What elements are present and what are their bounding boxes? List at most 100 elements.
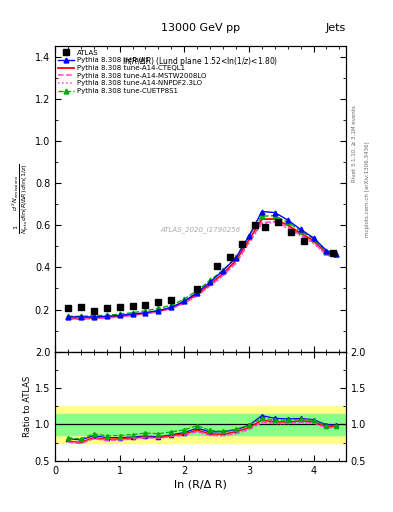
Pythia 8.308 tune-A14-NNPDF2.3LO [182,300,187,306]
ATLAS [263,224,267,230]
Pythia 8.308 tune-A14-CTEQL1 [298,230,303,237]
Pythia 8.308 tune-A14-MSTW2008LO [105,315,109,321]
Pythia 8.308 tune-A14-MSTW2008LO [66,316,70,322]
Pythia 8.308 tune-A14-MSTW2008LO [117,314,122,320]
Pythia 8.308 default [169,304,174,310]
Pythia 8.308 tune-A14-CTEQL1 [311,238,316,244]
Pythia 8.308 tune-A14-MSTW2008LO [272,218,277,224]
X-axis label: ln (R/Δ R): ln (R/Δ R) [174,480,227,490]
ATLAS [214,263,219,269]
ATLAS [143,302,148,308]
ATLAS [275,219,280,225]
Text: $\ln(R/\Delta R)$ (Lund plane 1.52<$\ln(1/z)$<1.80): $\ln(R/\Delta R)$ (Lund plane 1.52<$\ln(… [122,55,279,68]
Line: Pythia 8.308 tune-A14-CTEQL1: Pythia 8.308 tune-A14-CTEQL1 [68,219,336,318]
Pythia 8.308 default [117,312,122,318]
Pythia 8.308 tune-A14-CTEQL1 [105,314,109,321]
Pythia 8.308 default [208,279,213,285]
Legend: ATLAS, Pythia 8.308 default, Pythia 8.308 tune-A14-CTEQL1, Pythia 8.308 tune-A14: ATLAS, Pythia 8.308 default, Pythia 8.30… [57,48,208,96]
Pythia 8.308 default [334,250,338,257]
Pythia 8.308 default [324,247,329,253]
Pythia 8.308 tune-A14-NNPDF2.3LO [208,283,213,289]
Pythia 8.308 tune-CUETP8S1 [105,312,109,318]
Pythia 8.308 tune-A14-CTEQL1 [246,237,251,243]
Pythia 8.308 tune-A14-NNPDF2.3LO [169,306,174,312]
ATLAS [66,305,70,311]
Pythia 8.308 tune-A14-MSTW2008LO [143,311,148,317]
Pythia 8.308 tune-A14-NNPDF2.3LO [334,254,338,260]
Pythia 8.308 tune-A14-NNPDF2.3LO [285,225,290,231]
Pythia 8.308 tune-A14-CTEQL1 [285,222,290,228]
Pythia 8.308 tune-A14-CTEQL1 [208,281,213,287]
Pythia 8.308 tune-A14-NNPDF2.3LO [117,314,122,320]
Pythia 8.308 tune-A14-MSTW2008LO [285,224,290,230]
Pythia 8.308 tune-A14-NNPDF2.3LO [272,219,277,225]
ATLAS [79,304,83,310]
Pythia 8.308 tune-CUETP8S1 [208,278,213,284]
Pythia 8.308 default [156,308,161,314]
Pythia 8.308 tune-A14-NNPDF2.3LO [259,221,264,227]
Pythia 8.308 tune-A14-MSTW2008LO [92,315,96,322]
Line: Pythia 8.308 default: Pythia 8.308 default [66,209,339,319]
Line: Pythia 8.308 tune-A14-MSTW2008LO: Pythia 8.308 tune-A14-MSTW2008LO [68,221,336,319]
Pythia 8.308 tune-A14-MSTW2008LO [156,309,161,315]
Pythia 8.308 tune-CUETP8S1 [79,313,83,319]
Pythia 8.308 tune-CUETP8S1 [324,248,329,254]
Text: mcplots.cern.ch [arXiv:1306.3436]: mcplots.cern.ch [arXiv:1306.3436] [365,142,371,237]
Pythia 8.308 tune-A14-MSTW2008LO [298,232,303,238]
Line: Pythia 8.308 tune-CUETP8S1: Pythia 8.308 tune-CUETP8S1 [66,214,339,318]
Pythia 8.308 default [195,290,200,296]
Pythia 8.308 default [246,233,251,239]
Pythia 8.308 tune-A14-NNPDF2.3LO [105,315,109,321]
Y-axis label: $\frac{1}{N_{\rm jets}}\frac{d^2 N_{\rm emissions}}{d\ln(R/\Delta R)\,d\ln(1/z)}: $\frac{1}{N_{\rm jets}}\frac{d^2 N_{\rm … [10,163,31,234]
ATLAS [253,222,258,228]
Pythia 8.308 tune-CUETP8S1 [221,267,226,273]
Pythia 8.308 tune-A14-NNPDF2.3LO [324,252,329,259]
Pythia 8.308 default [233,255,238,261]
Pythia 8.308 tune-CUETP8S1 [169,302,174,308]
Pythia 8.308 tune-A14-MSTW2008LO [311,240,316,246]
Pythia 8.308 tune-A14-NNPDF2.3LO [233,261,238,267]
Pythia 8.308 tune-A14-NNPDF2.3LO [311,240,316,246]
Pythia 8.308 tune-A14-CTEQL1 [272,216,277,222]
Pythia 8.308 tune-A14-CTEQL1 [117,313,122,319]
Pythia 8.308 tune-A14-MSTW2008LO [169,306,174,312]
Pythia 8.308 tune-A14-NNPDF2.3LO [130,312,135,318]
Pythia 8.308 default [272,209,277,216]
Pythia 8.308 tune-A14-CTEQL1 [156,308,161,314]
Pythia 8.308 tune-A14-CTEQL1 [182,299,187,305]
Pythia 8.308 tune-A14-MSTW2008LO [246,240,251,246]
Pythia 8.308 tune-CUETP8S1 [92,313,96,319]
ATLAS [169,297,174,303]
Text: Jets: Jets [325,23,346,33]
Text: Rivet 3.1.10, ≥ 3.1M events: Rivet 3.1.10, ≥ 3.1M events [352,105,357,182]
Pythia 8.308 tune-A14-CTEQL1 [143,310,148,316]
Pythia 8.308 tune-CUETP8S1 [117,311,122,317]
Pythia 8.308 tune-CUETP8S1 [130,310,135,316]
Pythia 8.308 tune-A14-MSTW2008LO [79,316,83,322]
Pythia 8.308 tune-CUETP8S1 [285,219,290,225]
ATLAS [240,241,245,247]
ATLAS [195,286,200,292]
Pythia 8.308 tune-A14-MSTW2008LO [195,292,200,298]
Pythia 8.308 tune-A14-CTEQL1 [233,258,238,264]
Pythia 8.308 tune-CUETP8S1 [246,232,251,239]
ATLAS [301,238,306,244]
Pythia 8.308 tune-A14-MSTW2008LO [259,220,264,226]
Pythia 8.308 tune-A14-CTEQL1 [221,271,226,277]
ATLAS [117,304,122,310]
Pythia 8.308 default [79,314,83,320]
Pythia 8.308 tune-CUETP8S1 [233,254,238,260]
Pythia 8.308 tune-A14-NNPDF2.3LO [221,273,226,279]
Pythia 8.308 tune-A14-NNPDF2.3LO [195,293,200,299]
Pythia 8.308 tune-A14-MSTW2008LO [208,283,213,289]
Pythia 8.308 tune-A14-MSTW2008LO [130,312,135,318]
Pythia 8.308 default [298,226,303,232]
Pythia 8.308 tune-A14-MSTW2008LO [221,272,226,279]
Pythia 8.308 tune-CUETP8S1 [66,313,70,319]
Pythia 8.308 tune-A14-NNPDF2.3LO [298,232,303,239]
Pythia 8.308 tune-CUETP8S1 [272,212,277,219]
Text: ATLAS_2020_I1790256: ATLAS_2020_I1790256 [160,226,241,233]
Pythia 8.308 tune-CUETP8S1 [334,251,338,257]
Pythia 8.308 tune-A14-CTEQL1 [195,291,200,297]
ATLAS [130,303,135,309]
